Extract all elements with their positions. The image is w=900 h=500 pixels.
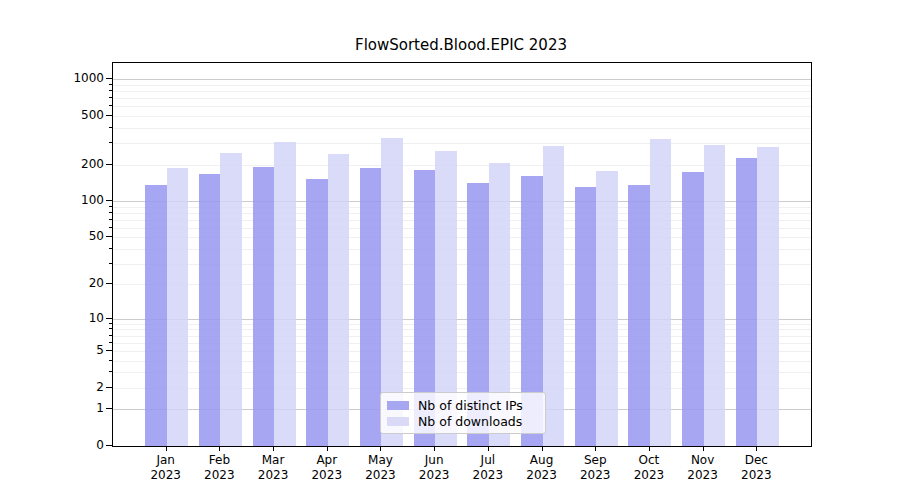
bar-distinct-ips (360, 168, 381, 446)
y-tick-label: 500 (4, 107, 104, 123)
bar-distinct-ips (628, 185, 649, 446)
y-minor-tick-mark (109, 248, 112, 249)
minor-gridline (113, 85, 811, 86)
x-tick-mark (327, 447, 328, 451)
y-tick-mark (106, 78, 112, 79)
y-tick-label: 10 (4, 310, 104, 326)
bar-distinct-ips (736, 158, 757, 446)
legend-label: Nb of distinct IPs (418, 398, 523, 413)
y-tick-mark (106, 408, 112, 409)
bar-downloads (167, 168, 188, 446)
legend: Nb of distinct IPsNb of downloads (380, 392, 546, 434)
y-tick-label: 100 (4, 192, 104, 208)
x-tick-mark (542, 447, 543, 451)
minor-gridline (113, 116, 811, 117)
y-minor-tick-mark (109, 328, 112, 329)
y-tick-mark (106, 318, 112, 319)
bar-distinct-ips (682, 172, 703, 446)
y-minor-tick-mark (109, 127, 112, 128)
bar-distinct-ips (306, 179, 327, 446)
bar-downloads (328, 154, 349, 446)
x-tick-mark (703, 447, 704, 451)
y-tick-mark (106, 445, 112, 446)
bar-downloads (274, 142, 295, 446)
y-tick-mark (106, 350, 112, 351)
bar-distinct-ips (575, 187, 596, 446)
y-tick-mark (106, 387, 112, 388)
x-tick-mark (595, 447, 596, 451)
y-tick-mark (106, 200, 112, 201)
y-minor-tick-mark (109, 323, 112, 324)
x-tick-mark (434, 447, 435, 451)
plot-area (112, 62, 812, 447)
legend-swatch (387, 401, 409, 410)
x-tick-mark (488, 447, 489, 451)
legend-label: Nb of downloads (418, 414, 522, 429)
x-tick-mark (219, 447, 220, 451)
y-tick-label: 2 (4, 379, 104, 395)
bar-distinct-ips (199, 174, 220, 446)
bar-downloads (596, 171, 617, 446)
bar-downloads (704, 145, 725, 446)
y-tick-label: 200 (4, 156, 104, 172)
y-minor-tick-mark (109, 142, 112, 143)
chart-title: FlowSorted.Blood.EPIC 2023 (112, 36, 810, 54)
y-tick-label: 5 (4, 342, 104, 358)
bar-downloads (757, 147, 778, 446)
y-minor-tick-mark (109, 227, 112, 228)
y-minor-tick-mark (109, 360, 112, 361)
y-tick-mark (106, 164, 112, 165)
y-minor-tick-mark (109, 342, 112, 343)
y-tick-mark (106, 115, 112, 116)
x-tick-label: Dec2023 (724, 453, 788, 483)
minor-gridline (113, 106, 811, 107)
y-minor-tick-mark (109, 219, 112, 220)
bar-downloads (650, 139, 671, 446)
y-minor-tick-mark (109, 212, 112, 213)
minor-gridline (113, 91, 811, 92)
y-minor-tick-mark (109, 97, 112, 98)
chart-figure: FlowSorted.Blood.EPIC 2023 1000500200100… (0, 0, 900, 500)
major-gridline (113, 79, 811, 80)
legend-swatch (387, 417, 409, 426)
y-minor-tick-mark (109, 105, 112, 106)
legend-item: Nb of distinct IPs (387, 398, 538, 413)
y-tick-label: 50 (4, 228, 104, 244)
x-tick-mark (380, 447, 381, 451)
y-minor-tick-mark (109, 206, 112, 207)
x-tick-mark (756, 447, 757, 451)
bar-distinct-ips (253, 167, 274, 446)
x-tick-mark (166, 447, 167, 451)
y-minor-tick-mark (109, 371, 112, 372)
y-tick-label: 0 (4, 437, 104, 453)
x-tick-mark (649, 447, 650, 451)
y-minor-tick-mark (109, 84, 112, 85)
y-tick-mark (106, 236, 112, 237)
bar-distinct-ips (145, 185, 166, 446)
minor-gridline (113, 98, 811, 99)
y-tick-mark (106, 283, 112, 284)
legend-item: Nb of downloads (387, 414, 538, 429)
y-tick-label: 1000 (4, 70, 104, 86)
x-tick-mark (273, 447, 274, 451)
y-tick-label: 20 (4, 275, 104, 291)
y-minor-tick-mark (109, 335, 112, 336)
y-tick-label: 1 (4, 400, 104, 416)
y-minor-tick-mark (109, 90, 112, 91)
y-minor-tick-mark (109, 263, 112, 264)
minor-gridline (113, 128, 811, 129)
bar-downloads (220, 153, 241, 446)
